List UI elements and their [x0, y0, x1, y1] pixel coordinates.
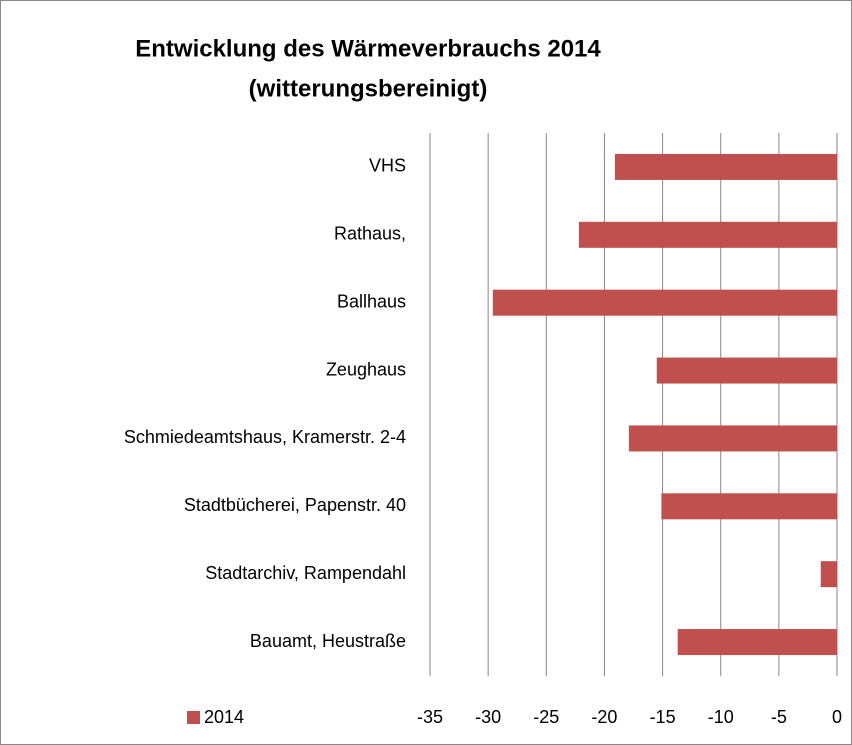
y-tick-label: Zeughaus	[326, 359, 406, 379]
x-tick-label: -15	[650, 707, 676, 727]
bar	[656, 357, 837, 384]
chart-title: Entwicklung des Wärmeverbrauchs 2014	[135, 35, 601, 62]
x-tick-label: -20	[591, 707, 617, 727]
y-tick-label: Schmiedeamtshaus, Kramerstr. 2-4	[124, 427, 406, 447]
x-tick-label: -25	[533, 707, 559, 727]
y-tick-label: Stadtbücherei, Papenstr. 40	[184, 495, 406, 515]
y-tick-label: VHS	[369, 156, 406, 176]
x-tick-label: 0	[832, 707, 842, 727]
bar	[614, 153, 837, 180]
legend-swatch	[187, 711, 200, 724]
x-tick-label: -10	[708, 707, 734, 727]
y-tick-label: Rathaus,	[334, 224, 406, 244]
x-tick-label: -35	[417, 707, 443, 727]
chart-title: (witterungsbereinigt)	[249, 75, 488, 102]
bar	[492, 289, 837, 316]
legend-label: 2014	[204, 707, 244, 727]
bar	[677, 629, 837, 656]
y-tick-label: Bauamt, Heustraße	[250, 631, 406, 651]
y-tick-label: Stadtarchiv, Rampendahl	[205, 563, 406, 583]
bar	[628, 425, 837, 452]
bar	[661, 493, 837, 520]
x-tick-label: -30	[475, 707, 501, 727]
bar	[578, 221, 837, 248]
x-tick-label: -5	[771, 707, 787, 727]
bar	[820, 561, 837, 588]
y-tick-label: Ballhaus	[337, 291, 406, 311]
